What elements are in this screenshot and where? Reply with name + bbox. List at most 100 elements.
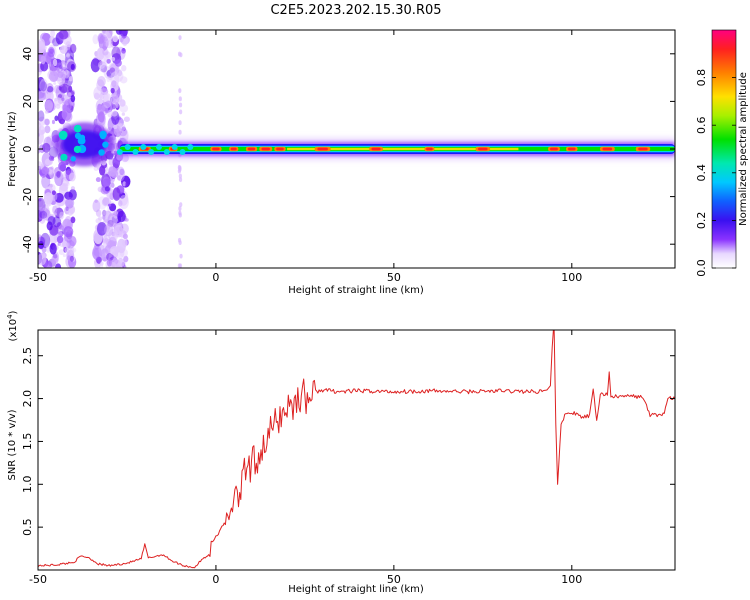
spectrogram-ytick-label: -40 [21, 235, 34, 253]
spectrogram-noise-blob [68, 205, 76, 214]
spectrogram-noise-blob [51, 190, 56, 196]
spectrogram-noise-blob [49, 70, 59, 82]
spectrogram-xlabel: Height of straight line (km) [288, 285, 424, 296]
colorbar-label: Normalized spectral amplitude [738, 72, 749, 226]
colorbar-tick-label: 0.8 [695, 69, 708, 87]
spectrogram-noise-blob [119, 248, 128, 258]
spectrogram-noise-blob [59, 182, 69, 192]
spectrogram-noise-blob [52, 58, 58, 67]
spectrogram-noise-blob [70, 186, 76, 191]
spectrogram-noise-blob [178, 96, 182, 102]
snr-panel: -50 0 50 100 0.5 1.0 1.5 2.0 2.5 Height of strai… [6, 310, 676, 595]
spectrogram-blob-core [70, 156, 77, 162]
spectrogram-noise-blob [104, 186, 111, 192]
spectrogram-noise-blob [61, 97, 65, 101]
spectrogram-noise-blob [110, 87, 115, 94]
spectrogram-noise-blob [95, 99, 106, 114]
spectrogram-noise-blob [178, 35, 182, 41]
spectrogram-noise-blob [99, 262, 104, 268]
colorbar: 0.0 0.2 0.4 0.6 0.8 Normalized spectral ampl… [695, 29, 749, 277]
spectrogram-ridge-peak [276, 147, 284, 151]
spectrogram-noise-blob [111, 80, 117, 88]
spectrogram-blob-core [73, 124, 82, 133]
spectrogram-blob-core [77, 136, 86, 145]
spectrogram-noise-blob [109, 246, 120, 256]
snr-series-line [38, 330, 675, 569]
colorbar-tick-label: 0.4 [695, 164, 708, 182]
spectrogram-noise-blob [123, 255, 129, 263]
spectrogram-noise-blob [93, 86, 104, 101]
spectrogram-xtick-label: 100 [561, 271, 582, 284]
spectrogram-noise-blob [102, 93, 112, 109]
spectrogram-noise-blob [178, 177, 183, 183]
spectrogram-noise-blob [56, 171, 61, 178]
spectrogram-noise-blob [50, 30, 56, 38]
spectrogram-noise-blob [111, 110, 118, 117]
spectrogram-noise-blob [43, 192, 53, 205]
spectrogram-ridge-peak [261, 147, 270, 151]
snr-xtick-label: -50 [29, 573, 47, 586]
spectrogram-noise-blob [57, 94, 63, 99]
spectrogram-noise-blob [97, 32, 105, 45]
spectrogram-noise-blob [40, 81, 47, 92]
spectrogram-noise-blob [64, 191, 73, 200]
spectrogram-noise-blob [118, 33, 124, 43]
spectrogram-noise-blob [51, 119, 56, 125]
spectrogram-noise-blob [92, 247, 100, 260]
snr-xlabel: Height of straight line (km) [288, 584, 424, 595]
spectrogram-ridge-core [287, 147, 519, 151]
spectrogram-noise-blob [54, 97, 58, 102]
spectrogram-noise-blob [44, 110, 49, 114]
snr-frame [37, 329, 676, 571]
spectrogram-panel: -50 0 50 100 -40 -20 0 20 40 Height of straight … [7, 29, 676, 296]
spectrogram-noise-blob [114, 224, 124, 238]
spectrogram-noise-blob [38, 198, 42, 202]
spectrogram-noise-blob [117, 210, 126, 223]
spectrogram-noise-blob [110, 156, 114, 160]
spectrogram-noise-blob [64, 247, 69, 253]
spectrogram-ridge-peak [230, 147, 237, 151]
spectrogram-noise-blob [107, 203, 112, 207]
spectrogram-noise-blob [38, 234, 43, 241]
spectrogram-noise-blob [61, 60, 65, 65]
spectrogram-noise-blob [178, 129, 182, 135]
spectrogram-noise-blob [118, 258, 125, 267]
spectrogram-noise-blob [41, 174, 51, 189]
spectrogram-noise-blob [119, 76, 128, 84]
spectrogram-noise-blob [68, 76, 73, 82]
spectrogram-ridge-bump [132, 149, 139, 155]
spectrogram-noise-blob [97, 111, 105, 123]
spectrogram-noise-blob [52, 37, 61, 47]
spectrogram-noise-blob [38, 38, 46, 50]
spectrogram-noise-blob [119, 99, 126, 107]
snr-ylabel: SNR (10 * v/v) [7, 409, 18, 480]
spectrogram-noise-blob [38, 233, 42, 238]
spectrogram-noise-blob [106, 252, 114, 261]
spectrogram-noise-blob [123, 116, 130, 122]
spectrogram-noise-blob [104, 51, 112, 59]
spectrogram-noise-blob [108, 158, 114, 166]
spectrogram-noise-blob [44, 125, 51, 134]
spectrogram-noise-blob [40, 55, 46, 65]
spectrogram-noise-blob [52, 253, 58, 259]
colorbar-gradient [711, 29, 737, 269]
spectrogram-ridge-bump [163, 149, 170, 155]
spectrogram-ytick-label: 0 [21, 146, 34, 153]
spectrogram-blob-core [60, 153, 68, 161]
spectrogram-noise-blob [56, 235, 64, 244]
spectrogram-noise-blob [102, 196, 110, 206]
spectrogram-noise-blob [38, 110, 45, 122]
spectrogram-blob-core [98, 149, 105, 156]
spectrogram-noise-blob [59, 211, 65, 219]
spectrogram-noise-blob [66, 240, 75, 249]
spectrogram-noise-blob [124, 182, 129, 188]
spectrogram-noise-blob [55, 263, 62, 268]
spectrogram-blob [62, 130, 107, 159]
spectrogram-ridge-peak [247, 147, 256, 151]
spectrogram-noise-blob [38, 240, 44, 250]
spectrogram-noise-blob [112, 103, 116, 110]
snr-ytick-label: 0.5 [21, 518, 34, 536]
spectrogram-noise-blob [69, 255, 74, 262]
spectrogram-blob-core [102, 141, 109, 148]
spectrogram-noise-blob [42, 142, 51, 153]
